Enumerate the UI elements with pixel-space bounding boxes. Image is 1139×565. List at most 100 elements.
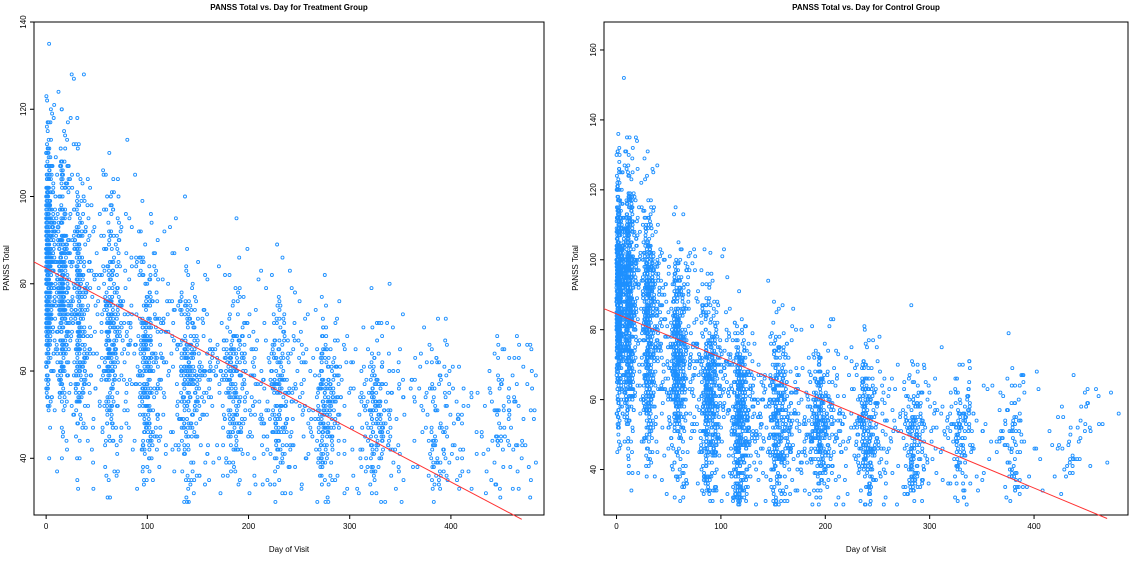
data-point (627, 153, 630, 156)
data-point (462, 387, 465, 390)
data-point (249, 431, 252, 434)
data-point (517, 487, 520, 490)
data-point (235, 217, 238, 220)
data-point (436, 457, 439, 460)
data-point (243, 400, 246, 403)
data-point (448, 461, 451, 464)
data-point (89, 352, 92, 355)
y-tick-label: 120 (589, 183, 598, 197)
data-point (343, 452, 346, 455)
data-point (654, 384, 657, 387)
data-point (618, 146, 621, 149)
data-point (329, 348, 332, 351)
data-point (638, 363, 641, 366)
data-point (386, 322, 389, 325)
data-point (394, 487, 397, 490)
data-point (69, 117, 72, 120)
data-point (362, 396, 365, 399)
data-point (72, 234, 75, 237)
data-point (320, 418, 323, 421)
data-point (169, 226, 172, 229)
data-point (310, 431, 313, 434)
data-point (642, 384, 645, 387)
data-point (304, 317, 307, 320)
data-point (641, 223, 644, 226)
data-point (281, 352, 284, 355)
data-point (197, 261, 200, 264)
data-point (419, 365, 422, 368)
data-point (100, 330, 103, 333)
data-point (160, 352, 163, 355)
data-point (430, 348, 433, 351)
data-point (529, 343, 532, 346)
data-point (175, 383, 178, 386)
data-point (508, 387, 511, 390)
data-point (114, 365, 117, 368)
data-point (190, 435, 193, 438)
data-point (263, 322, 266, 325)
data-point (65, 439, 68, 442)
data-point (300, 383, 303, 386)
data-point (459, 448, 462, 451)
data-point (52, 117, 55, 120)
data-point (45, 391, 48, 394)
data-point (237, 483, 240, 486)
data-point (665, 493, 668, 496)
data-point (115, 317, 118, 320)
y-tick-label: 160 (589, 43, 598, 57)
chart-title: PANSS Total vs. Day for Treatment Group (210, 3, 368, 12)
data-point (148, 444, 151, 447)
data-point (632, 192, 635, 195)
data-point (248, 492, 251, 495)
data-point (229, 422, 232, 425)
data-point (292, 335, 295, 338)
data-point (102, 374, 105, 377)
data-point (108, 239, 111, 242)
data-point (288, 387, 291, 390)
data-point (517, 404, 520, 407)
data-point (214, 348, 217, 351)
data-point (186, 326, 189, 329)
data-point (92, 426, 95, 429)
data-point (389, 435, 392, 438)
data-point (222, 474, 225, 477)
data-point (286, 339, 289, 342)
data-point (142, 466, 145, 469)
data-point (149, 213, 152, 216)
data-point (362, 365, 365, 368)
data-point (79, 261, 82, 264)
data-point (101, 431, 104, 434)
data-point (443, 365, 446, 368)
data-point (104, 466, 107, 469)
data-point (370, 435, 373, 438)
data-point (237, 291, 240, 294)
data-point (627, 447, 630, 450)
data-point (423, 326, 426, 329)
data-point (261, 444, 264, 447)
data-point (198, 361, 201, 364)
data-point (253, 400, 256, 403)
data-point (327, 422, 330, 425)
data-point (87, 239, 90, 242)
data-point (90, 448, 93, 451)
data-point (159, 435, 162, 438)
data-point (235, 435, 238, 438)
data-point (172, 339, 175, 342)
data-point (149, 274, 152, 277)
data-point (67, 165, 70, 168)
data-point (65, 256, 68, 259)
data-point (153, 387, 156, 390)
data-point (633, 349, 636, 352)
data-point (646, 150, 649, 153)
data-point (116, 361, 119, 364)
data-point (515, 335, 518, 338)
data-point (66, 282, 69, 285)
data-point (424, 396, 427, 399)
data-point (320, 439, 323, 442)
data-point (294, 291, 297, 294)
data-point (269, 452, 272, 455)
data-point (162, 391, 165, 394)
data-point (365, 457, 368, 460)
data-point (155, 391, 158, 394)
data-point (139, 269, 142, 272)
